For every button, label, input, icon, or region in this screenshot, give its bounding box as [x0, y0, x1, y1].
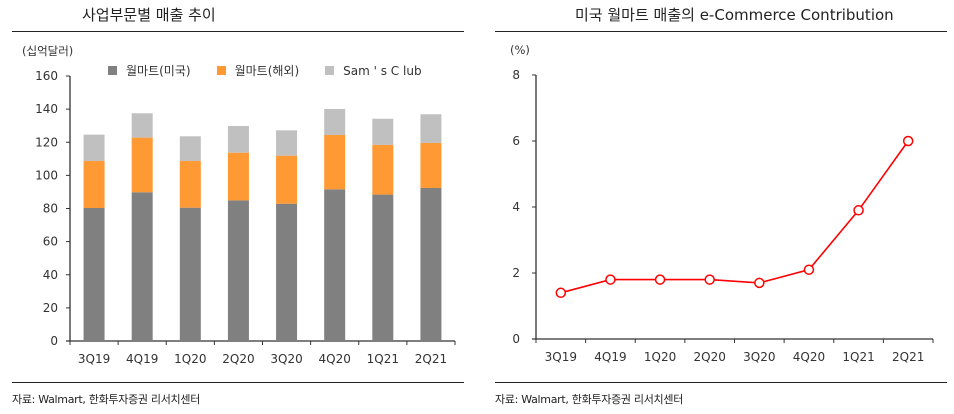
chart-title: 미국 월마트 매출의 e-Commerce Contribution: [575, 6, 894, 24]
bar-segment-samsclub: [131, 113, 153, 138]
x-tick-label: 3Q19: [78, 352, 110, 366]
legend-item-walmart-intl: 월마트(해외): [216, 62, 300, 79]
y-tick-label: 140: [35, 102, 58, 116]
bar-segment-samsclub: [372, 118, 394, 145]
bar-segment-samsclub: [179, 136, 201, 161]
chart-title: 사업부문별 매출 추이: [82, 6, 216, 24]
x-tick-label: 4Q19: [594, 350, 626, 364]
line-chart: 0 2 4 6 8 3Q19 4Q19 1Q20 2Q20 3Q20 4Q20 1Q21 2Q21: [512, 68, 934, 364]
bar-segment-: [276, 203, 298, 341]
x-tick-label: 1Q20: [644, 350, 676, 364]
data-point-marker: [803, 264, 815, 275]
y-axis-unit-label: (십억달러): [22, 44, 74, 58]
y-axis-unit-label: (%): [510, 43, 530, 57]
y-tick-label: 0: [50, 334, 58, 348]
bar-segment-: [83, 160, 105, 209]
x-tick-label: 2Q21: [892, 350, 924, 364]
x-tick-label: 4Q19: [126, 352, 158, 366]
source-note: 자료: Walmart, 한화투자증권 리서치센터: [12, 393, 201, 406]
bar-segment-samsclub: [276, 130, 298, 156]
revenue-by-segment-panel: 사업부문별 매출 추이 (십억달러) 월마트(미국) 월마트(해외) Sam '…: [12, 6, 464, 406]
y-tick-label: 6: [512, 134, 520, 148]
x-tick-label: 2Q21: [415, 352, 447, 366]
bar-segment-: [420, 187, 442, 341]
x-tick-label: 1Q21: [367, 352, 399, 366]
legend-swatch-sams-club: [325, 66, 335, 75]
y-tick-label: 40: [43, 268, 58, 282]
bar-segment-samsclub: [83, 134, 105, 161]
y-tick-label: 8: [512, 68, 520, 82]
title-divider: [495, 31, 947, 32]
y-tick-label: 80: [43, 202, 58, 216]
title-divider: [12, 31, 464, 32]
bar-segment-: [324, 134, 346, 190]
legend-label: 월마트(해외): [234, 64, 300, 78]
legend-item-sams-club: Sam ' s C lub: [325, 63, 422, 78]
series-line: [560, 140, 909, 294]
x-tick-label: 3Q19: [545, 350, 577, 364]
x-tick-label: 4Q20: [793, 350, 825, 364]
legend-swatch-walmart-intl: [216, 66, 226, 75]
y-tick-label: 60: [43, 235, 58, 249]
legend-label: 월마트(미국): [126, 64, 191, 78]
y-tick-label: 0: [512, 332, 520, 346]
bar-segment-: [324, 189, 346, 341]
bar-segment-: [227, 200, 249, 341]
source-divider: [12, 382, 464, 383]
data-point-marker: [654, 274, 666, 285]
y-tick-label: 100: [35, 168, 58, 182]
stacked-bar-chart: 0 20 40 60 80 100 120 140 160 3Q19 4Q19 1Q20 2Q20 3Q2…: [35, 69, 456, 366]
bar-segment-samsclub: [420, 114, 442, 143]
bar-segment-: [179, 160, 201, 208]
bar-segment-: [83, 208, 105, 341]
data-point-marker: [555, 287, 567, 299]
x-tick-label: 3Q20: [270, 352, 302, 366]
legend-item-walmart-us: 월마트(미국): [108, 62, 191, 79]
bar-segment-: [372, 194, 394, 341]
ecommerce-contribution-panel: 미국 월마트 매출의 e-Commerce Contribution (%) 0…: [477, 0, 954, 414]
source-divider: [495, 382, 947, 383]
data-point-marker: [605, 274, 616, 285]
bar-segment-: [179, 207, 201, 341]
x-tick-label: 2Q20: [694, 350, 726, 364]
source-note: 자료: Walmart, 한화투자증권 리서치센터: [495, 393, 684, 406]
bar-segment-: [131, 192, 153, 341]
data-point-marker: [902, 135, 914, 147]
bar-segment-: [131, 137, 153, 193]
data-point-marker: [704, 274, 715, 285]
x-tick-label: 1Q21: [842, 350, 874, 364]
x-tick-label: 2Q20: [222, 352, 254, 366]
y-tick-label: 160: [35, 69, 58, 83]
y-tick-label: 2: [512, 266, 520, 280]
legend-label: Sam ' s C lub: [343, 63, 422, 78]
bar-segment-: [372, 144, 394, 195]
bar-segment-: [227, 152, 249, 201]
x-tick-label: 3Q20: [743, 350, 775, 364]
legend: 월마트(미국) 월마트(해외) Sam ' s C lub: [108, 62, 448, 79]
x-tick-label: 1Q20: [174, 352, 206, 366]
y-tick-label: 120: [35, 135, 58, 149]
bar-segment-: [276, 155, 298, 204]
bar-segment-samsclub: [227, 126, 249, 153]
legend-swatch-walmart-us: [108, 66, 117, 75]
data-point-marker: [853, 205, 864, 216]
x-tick-label: 4Q20: [319, 352, 351, 366]
y-tick-label: 4: [512, 200, 520, 214]
bar-segment-samsclub: [324, 108, 346, 135]
y-tick-label: 20: [43, 301, 58, 315]
data-point-marker: [754, 277, 765, 289]
bar-segment-: [420, 142, 442, 188]
